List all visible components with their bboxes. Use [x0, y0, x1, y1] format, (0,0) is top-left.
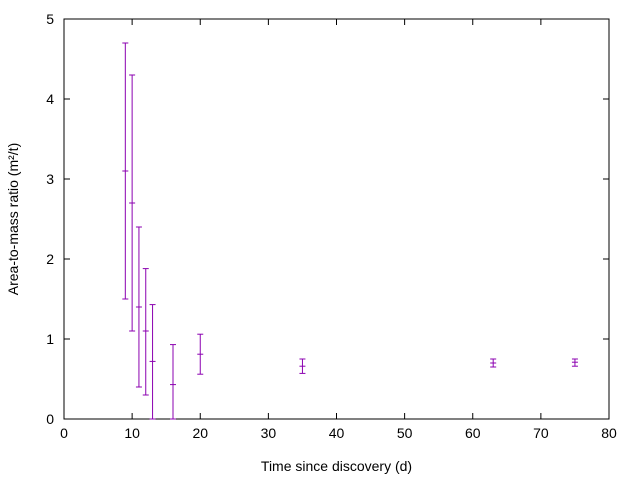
y-axis-title: Area-to-mass ratio (m²/t) [5, 143, 21, 295]
axis-tick-labels: 0 10 20 30 40 50 60 70 80 0 1 2 3 4 5 [46, 11, 617, 441]
x-tick-label: 30 [261, 425, 277, 441]
data-point [129, 74, 136, 332]
x-tick-label: 0 [60, 425, 68, 441]
data-point [170, 344, 176, 420]
y-tick-label: 3 [46, 171, 54, 187]
data-point [142, 268, 149, 396]
data-point [122, 42, 129, 300]
data-point [197, 333, 204, 375]
data-point [149, 304, 156, 420]
data-point [490, 358, 497, 368]
y-tick-label: 5 [46, 11, 54, 27]
axis-ticks [63, 18, 610, 420]
y-tick-label: 1 [46, 331, 54, 347]
x-axis-title: Time since discovery (d) [261, 458, 412, 474]
y-tick-label: 4 [46, 91, 54, 107]
x-tick-label: 70 [533, 425, 549, 441]
data-point [299, 358, 306, 374]
x-tick-label: 10 [124, 425, 140, 441]
y-tick-label: 0 [46, 411, 54, 427]
data-point [571, 358, 578, 367]
x-tick-label: 40 [329, 425, 345, 441]
x-tick-label: 80 [601, 425, 617, 441]
x-tick-label: 20 [192, 425, 208, 441]
data-marks [122, 42, 578, 420]
x-tick-label: 60 [465, 425, 481, 441]
data-point [135, 226, 142, 388]
y-tick-label: 2 [46, 251, 54, 267]
x-tick-label: 50 [397, 425, 413, 441]
